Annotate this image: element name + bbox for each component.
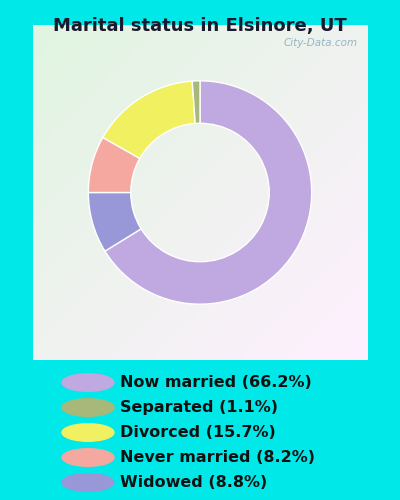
Wedge shape (192, 81, 200, 124)
Circle shape (62, 399, 114, 416)
Wedge shape (103, 81, 195, 158)
Circle shape (62, 474, 114, 491)
Text: Marital status in Elsinore, UT: Marital status in Elsinore, UT (53, 18, 347, 36)
Wedge shape (88, 192, 141, 251)
Circle shape (62, 424, 114, 442)
Text: Widowed (8.8%): Widowed (8.8%) (120, 475, 267, 490)
Text: City-Data.com: City-Data.com (283, 38, 358, 48)
Circle shape (62, 374, 114, 392)
Text: Now married (66.2%): Now married (66.2%) (120, 375, 312, 390)
Wedge shape (88, 138, 140, 192)
Circle shape (62, 448, 114, 466)
Text: Separated (1.1%): Separated (1.1%) (120, 400, 278, 415)
Wedge shape (105, 81, 312, 304)
Text: Never married (8.2%): Never married (8.2%) (120, 450, 315, 465)
Text: Divorced (15.7%): Divorced (15.7%) (120, 425, 276, 440)
